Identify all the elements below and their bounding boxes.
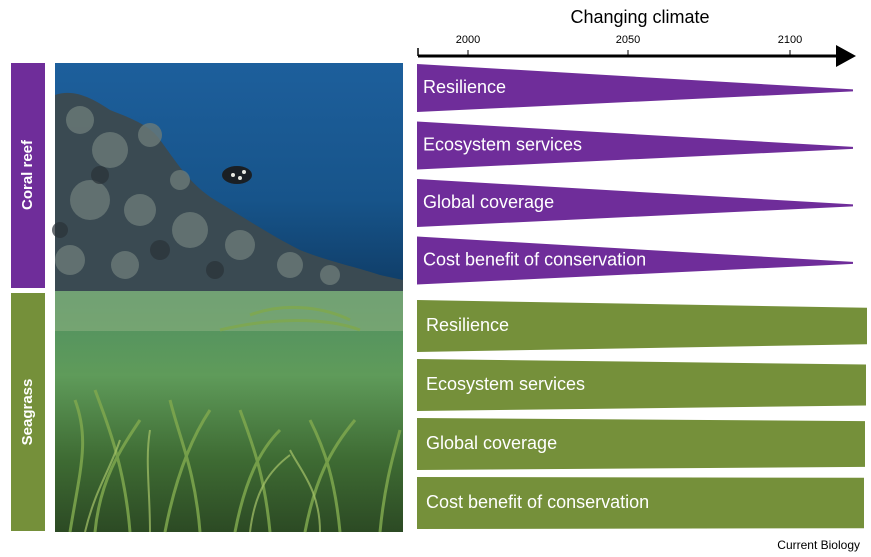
axis-arrow: [836, 45, 856, 67]
axis-tick-label: 2000: [456, 34, 480, 46]
wedge-label: Resilience: [423, 77, 506, 97]
wedge-label: Global coverage: [426, 433, 557, 453]
group-label: Seagrass: [19, 379, 36, 446]
axis-tick-label: 2100: [778, 34, 802, 46]
wedge-label: Cost benefit of conservation: [426, 492, 649, 512]
axis-title: Changing climate: [570, 7, 709, 27]
group-label: Coral reef: [19, 139, 36, 210]
coral-photo: [52, 63, 403, 291]
wedge-label: Global coverage: [423, 192, 554, 212]
figure: Changing climate 2000 2050 2100: [0, 0, 871, 557]
footer: Current Biology: [777, 538, 860, 552]
wedge-label: Cost benefit of conservation: [423, 249, 646, 269]
wedge-label: Ecosystem services: [426, 374, 585, 394]
axis-tick-label: 2050: [616, 34, 640, 46]
wedge-label: Resilience: [426, 315, 509, 335]
wedge-label: Ecosystem services: [423, 134, 582, 154]
seagrass-photo: [55, 291, 403, 532]
wedges: Resilience Ecosystem services Global cover…: [417, 64, 867, 529]
